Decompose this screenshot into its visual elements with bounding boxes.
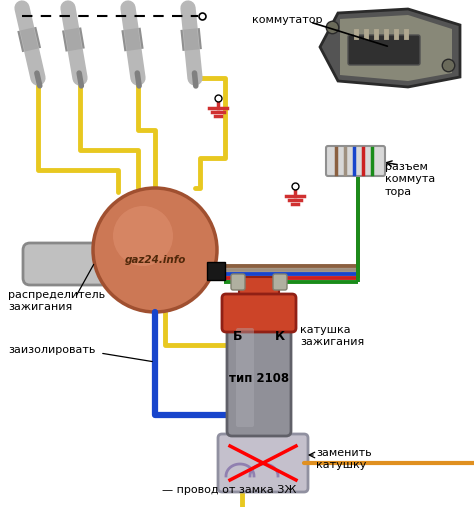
FancyBboxPatch shape [218, 434, 308, 492]
Text: заизолировать: заизолировать [8, 345, 95, 355]
Text: К: К [275, 330, 285, 343]
Text: gaz24.info: gaz24.info [124, 255, 186, 265]
FancyBboxPatch shape [239, 277, 279, 323]
FancyBboxPatch shape [348, 35, 420, 65]
Circle shape [113, 206, 173, 266]
Circle shape [93, 188, 217, 312]
Text: тип 2108: тип 2108 [229, 372, 289, 384]
Text: заменить
катушку: заменить катушку [316, 448, 372, 470]
Text: — провод от замка ЗЖ: — провод от замка ЗЖ [162, 485, 296, 495]
Text: распределитель
зажигания: распределитель зажигания [8, 290, 105, 312]
FancyBboxPatch shape [207, 262, 225, 280]
FancyBboxPatch shape [273, 274, 287, 290]
Text: разъем
коммута
тора: разъем коммута тора [385, 162, 435, 197]
FancyBboxPatch shape [23, 243, 112, 285]
Text: катушка
зажигания: катушка зажигания [300, 325, 364, 347]
FancyBboxPatch shape [227, 321, 291, 436]
FancyBboxPatch shape [326, 146, 385, 176]
FancyBboxPatch shape [236, 328, 254, 427]
Polygon shape [340, 15, 452, 81]
FancyBboxPatch shape [231, 274, 245, 290]
Polygon shape [320, 9, 460, 87]
Text: Б: Б [233, 330, 243, 343]
FancyBboxPatch shape [222, 294, 296, 332]
Text: коммутатор: коммутатор [252, 15, 322, 25]
